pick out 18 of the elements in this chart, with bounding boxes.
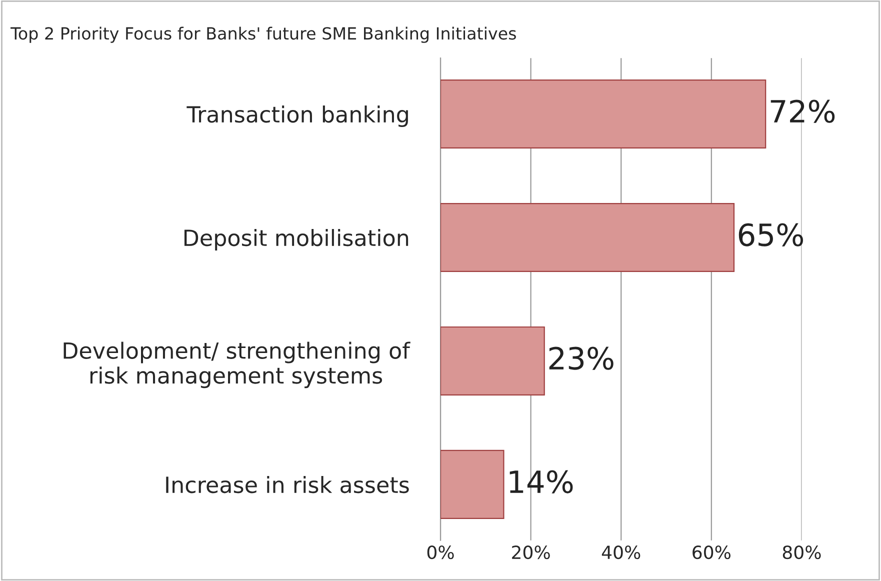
bar (440, 326, 545, 396)
bar (440, 450, 504, 519)
y-tick-label: Deposit mobilisation (184, 229, 408, 251)
x-tick-label: 40% (602, 546, 640, 560)
bar (440, 79, 766, 148)
x-tick-label: 80% (782, 546, 821, 560)
y-tick-label: Increase in risk assets (166, 476, 409, 494)
text: Top 2 Priority Focus for Banks' future SME Banking Initiatives (10, 26, 516, 43)
data-label: 14% (510, 470, 573, 494)
x-tick-label: 20% (512, 546, 550, 560)
bar (440, 202, 735, 272)
x-tick-label: 0% (427, 546, 454, 560)
y-tick-label: Transaction banking (186, 106, 408, 128)
data-label: 72% (770, 100, 835, 123)
data-label: 23% (549, 346, 614, 370)
x-tick-label: 60% (692, 546, 730, 560)
y-tick-label: Development/ strengthening of risk management systems (64, 342, 410, 388)
data-label: 65% (738, 223, 803, 246)
